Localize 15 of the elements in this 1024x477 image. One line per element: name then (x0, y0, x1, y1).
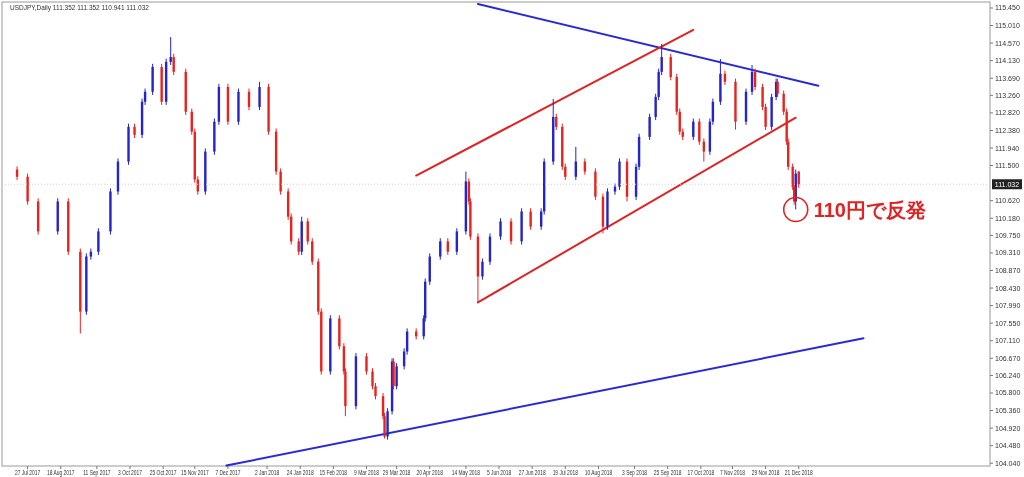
candlestick (481, 258, 484, 281)
candlestick (97, 227, 100, 256)
candlestick (499, 217, 502, 241)
annotation: 110円で反発 (813, 199, 926, 222)
candlestick (698, 118, 701, 146)
candlestick (613, 183, 617, 196)
candlestick (365, 352, 368, 376)
candlestick (395, 362, 398, 390)
candlestick (169, 36, 172, 66)
candlestick (529, 207, 532, 231)
candlestick (172, 53, 175, 76)
candlestick (648, 113, 651, 141)
candlestick (89, 248, 93, 261)
candlestick (258, 81, 261, 111)
candlestick (279, 167, 282, 196)
